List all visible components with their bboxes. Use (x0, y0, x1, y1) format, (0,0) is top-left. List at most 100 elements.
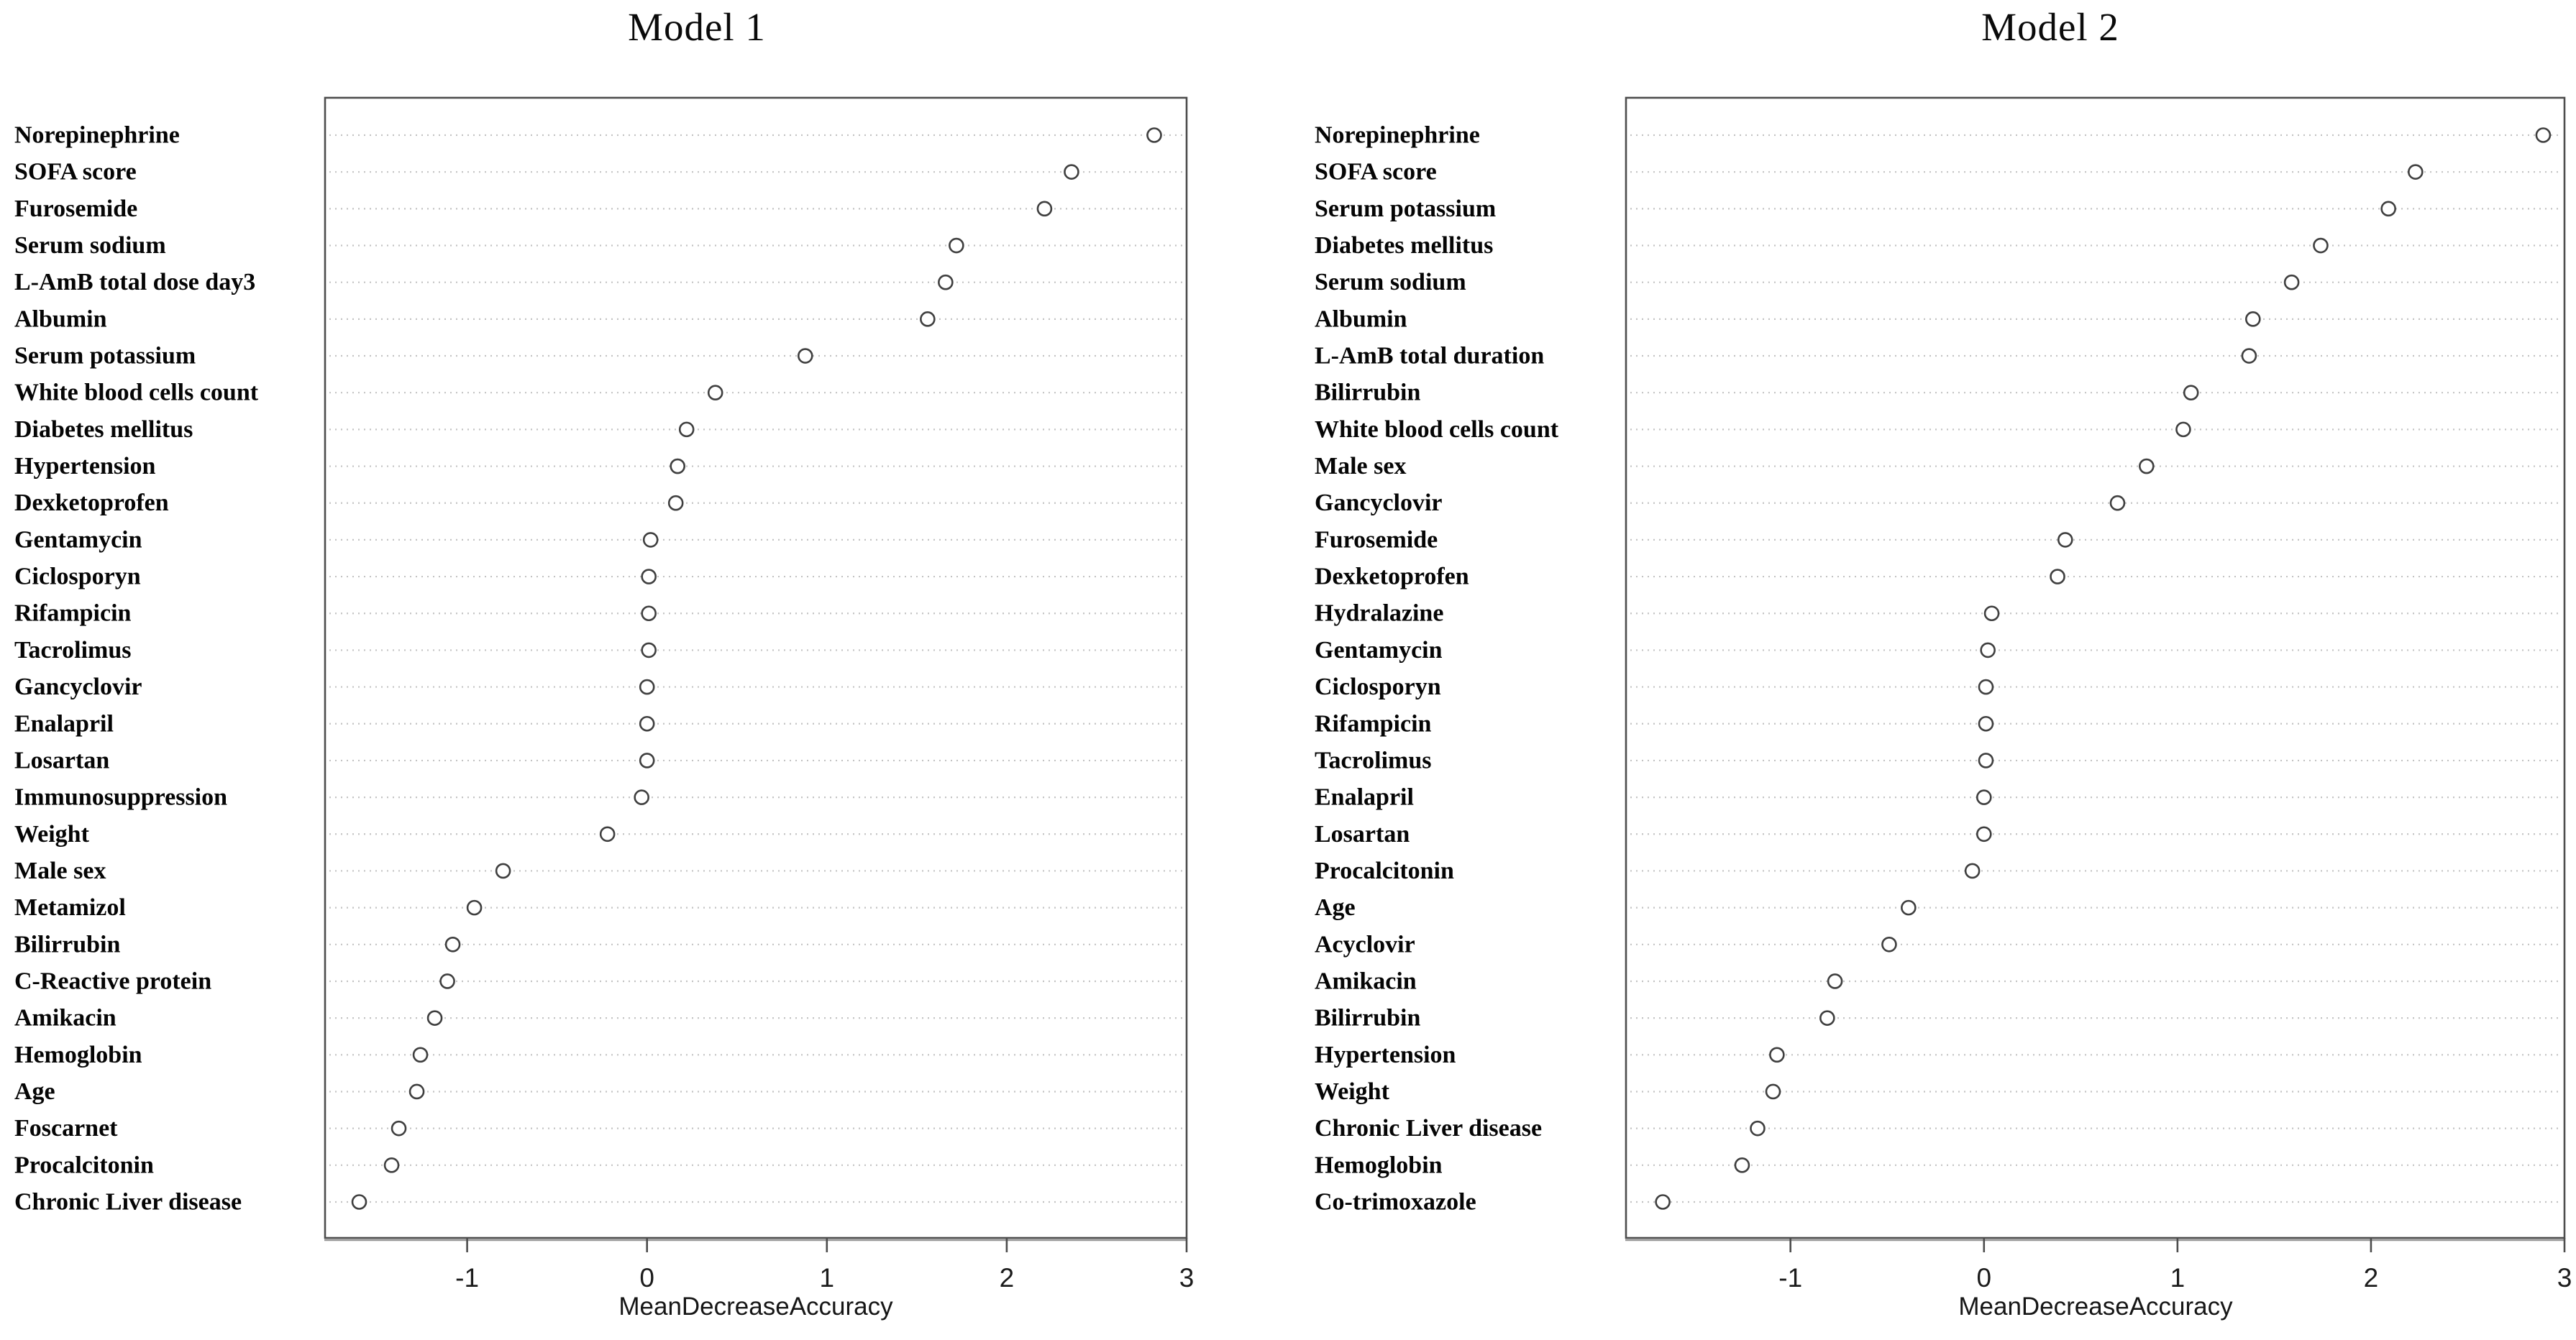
data-point-circle (1146, 127, 1162, 143)
panel1-title: Model 1 (628, 5, 766, 49)
data-point-circle (641, 642, 657, 658)
data-point-circle (412, 1047, 429, 1063)
data-point-circle (390, 1120, 407, 1137)
category-label: Rifampicin (14, 600, 132, 627)
category-label: Tacrolimus (14, 637, 131, 664)
category-label: Bilirrubin (1315, 1005, 1420, 1032)
category-label: Amikacin (14, 1005, 117, 1032)
category-label: Furosemide (1315, 526, 1438, 553)
tick-label: 3 (2557, 1263, 2572, 1293)
data-point-circle (1978, 753, 1994, 768)
category-label: Dexketoprofen (1315, 564, 1469, 590)
data-point-circle (1036, 201, 1053, 217)
data-point-circle (2057, 532, 2073, 548)
category-label: Bilirrubin (1315, 380, 1420, 406)
tick-label: 2 (1000, 1263, 1015, 1293)
data-point-circle (2139, 458, 2155, 474)
category-label: Amikacin (1315, 968, 1417, 994)
tick-label: 1 (820, 1263, 835, 1293)
data-point-circle (1964, 863, 1981, 879)
data-point-circle (2313, 237, 2329, 254)
panel-1: Norepinephrine SOFA score Furosemide Serum … (14, 96, 1195, 1293)
category-label: Bilirrubin (14, 931, 120, 958)
tick-label: 0 (639, 1263, 654, 1293)
category-label: Diabetes mellitus (14, 416, 193, 443)
data-point-circle (1976, 826, 1992, 843)
data-point-circle (408, 1083, 425, 1100)
category-label: SOFA score (1315, 159, 1437, 185)
data-point-circle (1750, 1120, 1766, 1137)
data-point-circle (599, 826, 616, 843)
data-point-circle (1819, 1010, 1835, 1026)
category-label: Enalapril (14, 710, 114, 737)
category-label: White blood cells count (14, 380, 259, 406)
data-point-circle (1734, 1157, 1750, 1173)
category-label: Norepinephrine (14, 122, 180, 149)
category-label: C-Reactive protein (14, 968, 211, 994)
data-point-circle (707, 385, 723, 401)
data-point-circle (949, 237, 964, 254)
data-point-circle (2183, 385, 2199, 401)
category-label: Diabetes mellitus (1315, 232, 1493, 259)
category-label: Furosemide (14, 196, 137, 222)
category-label: Procalcitonin (14, 1152, 154, 1178)
data-point-circle (938, 274, 954, 290)
data-point-circle (641, 605, 657, 622)
category-label: Gentamycin (1315, 637, 1443, 664)
category-label: SOFA score (14, 159, 137, 185)
data-point-circle (2241, 348, 2257, 364)
category-label: Weight (1315, 1078, 1390, 1105)
data-point-circle (670, 458, 686, 474)
data-point-circle (2244, 311, 2261, 327)
category-label: Hypertension (1315, 1042, 1456, 1068)
category-label: Chronic Liver disease (1315, 1115, 1542, 1142)
category-label: Serum potassium (1315, 196, 1496, 222)
data-point-circle (639, 753, 655, 768)
tick-label: -1 (1778, 1263, 1802, 1293)
data-point-circle (1064, 164, 1079, 180)
data-point-circle (466, 899, 483, 916)
category-label: Immunosuppression (14, 784, 227, 811)
panel1-x-axis-label: MeanDecreaseAccuracy (618, 1293, 893, 1321)
category-label: Hemoglobin (14, 1042, 142, 1068)
data-point-circle (2109, 495, 2126, 511)
category-label: Enalapril (1315, 784, 1414, 811)
tick-label: 2 (2364, 1263, 2379, 1293)
tick-label: 3 (1179, 1263, 1195, 1293)
category-label: Age (1315, 894, 1356, 921)
data-point-circle (1769, 1047, 1785, 1063)
data-point-circle (1901, 899, 1917, 916)
data-point-circle (383, 1157, 400, 1173)
category-label: Co-trimoxazole (1315, 1189, 1476, 1216)
category-label: White blood cells count (1315, 416, 1559, 443)
category-label: Age (14, 1078, 55, 1105)
data-point-circle (1978, 715, 1994, 732)
category-label: Gancyclovir (1315, 490, 1443, 516)
category-label: Serum potassium (14, 343, 196, 370)
category-label: Male sex (1315, 453, 1406, 479)
data-point-circle (1827, 973, 1843, 989)
data-point-circle (2050, 569, 2065, 584)
data-point-circle (2408, 164, 2424, 180)
category-label: Ciclosporyn (1315, 674, 1441, 700)
data-point-circle (495, 863, 511, 879)
plot-box (1625, 96, 2566, 1239)
data-point-circle (1976, 789, 1992, 805)
category-label: Albumin (1315, 306, 1407, 332)
category-label: Hypertension (14, 453, 156, 479)
data-point-circle (2175, 421, 2191, 438)
category-label: Serum sodium (14, 232, 166, 259)
data-point-circle (1655, 1194, 1671, 1210)
data-point-circle (1881, 936, 1897, 953)
data-point-circle (920, 311, 936, 327)
data-point-circle (678, 421, 695, 438)
data-point-circle (1980, 642, 1996, 658)
tick-label: 0 (1976, 1263, 1991, 1293)
category-label: Albumin (14, 306, 107, 332)
category-label: Hemoglobin (1315, 1152, 1443, 1178)
panel-2: Norepinephrine SOFA score Serum potassium D… (1315, 96, 2572, 1293)
category-label: Tacrolimus (1315, 747, 1431, 774)
data-point-circle (439, 973, 455, 989)
